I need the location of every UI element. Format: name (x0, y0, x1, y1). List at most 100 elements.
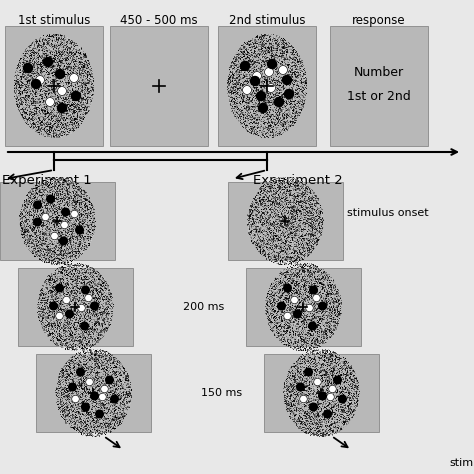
Point (301, 254, 308, 262)
Point (307, 221, 315, 229)
Point (65, 52, 73, 59)
Point (103, 415, 111, 423)
Point (105, 427, 112, 434)
Point (48, 289, 55, 296)
Point (323, 370, 331, 377)
Point (287, 100, 295, 107)
Point (81, 351, 89, 359)
Point (281, 45, 288, 53)
Point (108, 308, 116, 315)
Point (329, 410, 337, 417)
Point (319, 284, 326, 292)
Point (72, 287, 80, 294)
Point (67, 304, 75, 312)
Point (27, 45, 34, 52)
Point (58, 400, 65, 407)
Point (296, 194, 304, 202)
Point (288, 272, 295, 280)
Point (340, 396, 348, 403)
Point (268, 209, 276, 217)
Point (98, 275, 106, 283)
Point (118, 394, 126, 402)
Point (283, 340, 291, 347)
Point (331, 298, 338, 306)
Point (88, 237, 95, 244)
Point (252, 228, 260, 236)
Point (306, 185, 314, 192)
Point (320, 422, 328, 430)
Point (82, 326, 90, 334)
Point (240, 79, 248, 86)
Point (275, 177, 283, 184)
Point (61, 307, 68, 314)
Point (281, 325, 289, 332)
Point (232, 101, 240, 109)
Point (304, 248, 312, 256)
Point (342, 409, 350, 416)
Point (301, 395, 309, 403)
Point (69, 335, 77, 343)
Point (64, 343, 71, 351)
Point (20, 109, 27, 117)
Point (94, 363, 101, 371)
Point (259, 244, 266, 252)
Point (297, 102, 304, 110)
Point (86, 71, 94, 78)
Point (67, 362, 74, 369)
Point (351, 383, 359, 390)
Point (27, 116, 35, 123)
Point (52, 327, 60, 335)
Point (21, 231, 28, 238)
Point (255, 247, 263, 255)
Point (97, 281, 105, 289)
Point (273, 211, 281, 219)
Point (80, 279, 88, 286)
Point (59, 72, 67, 79)
Point (53, 202, 61, 210)
Point (85, 387, 93, 394)
Point (296, 109, 303, 116)
Point (59, 289, 66, 297)
Point (296, 237, 303, 245)
Point (68, 247, 76, 255)
Point (62, 91, 70, 98)
Point (95, 357, 103, 365)
Point (53, 82, 60, 90)
Point (317, 355, 325, 362)
Point (85, 228, 92, 236)
Point (285, 49, 293, 56)
Point (319, 219, 326, 227)
Point (55, 388, 62, 396)
Point (270, 69, 277, 77)
Point (60, 238, 67, 246)
Point (304, 311, 312, 319)
Point (330, 390, 338, 398)
Point (297, 310, 305, 318)
Point (284, 403, 292, 410)
Point (61, 191, 69, 199)
Point (22, 50, 29, 58)
Point (292, 66, 300, 74)
Point (313, 217, 321, 225)
Point (39, 229, 47, 237)
Point (42, 309, 49, 317)
Point (269, 223, 277, 231)
Point (282, 392, 290, 400)
Point (283, 341, 291, 349)
Point (278, 231, 286, 238)
Point (52, 75, 59, 82)
Point (320, 419, 328, 427)
Point (232, 112, 240, 120)
Point (32, 70, 39, 77)
Point (71, 419, 79, 427)
Point (280, 245, 287, 252)
Point (65, 279, 73, 287)
Point (117, 405, 124, 412)
Point (319, 358, 327, 365)
Point (288, 104, 295, 111)
Point (18, 84, 25, 91)
Point (264, 240, 271, 248)
Point (92, 323, 100, 331)
Point (264, 47, 272, 55)
Point (70, 367, 77, 374)
